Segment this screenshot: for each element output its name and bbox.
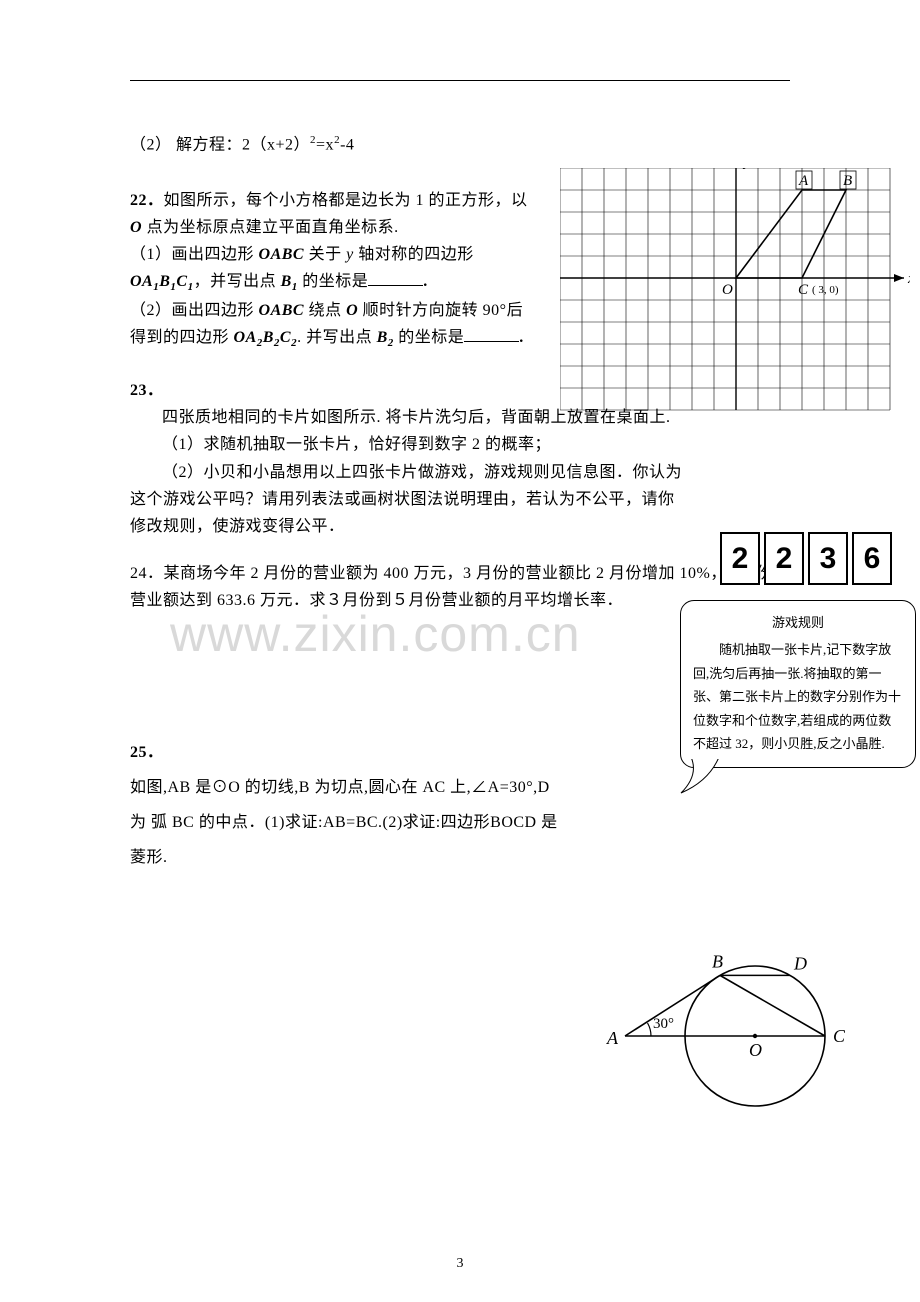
svg-text:C: C [798,282,809,298]
rules-callout: 游戏规则 随机抽取一张卡片,记下数字放回,洗匀后再抽一张.将抽取的第一张、第二张… [680,600,916,768]
grid-figure: y x O C( 3, 0) A B [560,168,910,410]
q22-p2d: . 并写出点 [297,329,377,346]
q25-body: 如图,AB 是⊙O 的切线,B 为切点,圆心在 AC 上,∠A=30°,D 为 … [130,779,558,866]
q25-block: 25． 如图,AB 是⊙O 的切线,B 为切点,圆心在 AC 上,∠A=30°,… [130,735,570,876]
blank-1 [368,269,423,286]
sym-y: y [346,246,354,263]
page-number: 3 [0,1256,920,1272]
svg-text:30°: 30° [653,1016,674,1032]
q22-p2a: （2）画出四边形 [130,302,259,319]
sym-OA1B1C1: OA1B1C1 [130,273,194,290]
blank-2 [464,325,519,342]
q22-p1b: 关于 [304,246,346,263]
q21-part2-tail: =x [316,136,334,153]
q22-l1b: 点为坐标原点建立平面直角坐标系. [142,219,399,236]
q23-p1: （1）求随机抽取一张卡片，恰好得到数字 2 的概率； [130,431,551,458]
q21-part2-text: （2） 解方程：2（x+2） [130,136,310,153]
sym-B2: B2 [377,329,394,346]
q22-p1d: ，并写出点 [194,273,281,290]
sym-O2: O [346,302,358,319]
svg-text:B: B [843,173,852,189]
card-3: 3 [808,532,848,585]
period-1: . [423,273,428,290]
card-1: 2 [720,532,760,585]
q23-num: 23． [130,382,164,399]
svg-text:A: A [798,173,809,189]
sym-OABC1: OABC [259,246,305,263]
svg-text:y: y [742,168,751,170]
sym-OABC2: OABC [259,302,305,319]
q22-num: 22． [130,192,164,209]
period-2: . [519,329,524,346]
q22-p2e: 的坐标是 [394,329,465,346]
q22-block: 22．如图所示，每个小方格都是边长为 1 的正方形，以 O 点为坐标原点建立平面… [130,187,530,354]
sym-B1: B1 [281,273,298,290]
svg-text:B: B [712,951,723,971]
circle-figure: A B C D O 30° [605,950,845,1115]
q22-p1e: 的坐标是 [298,273,369,290]
q22-l1a: 如图所示，每个小方格都是边长为 1 的正方形，以 [164,192,528,209]
svg-text:O: O [749,1040,762,1060]
grid-svg: y x O C( 3, 0) A B [560,168,910,418]
sym-OA2B2C2: OA2B2C2 [234,329,298,346]
rules-box: 游戏规则 随机抽取一张卡片,记下数字放回,洗匀后再抽一张.将抽取的第一张、第二张… [680,600,916,768]
svg-text:D: D [793,953,807,973]
q22-p2b: 绕点 [304,302,346,319]
circle-svg: A B C D O 30° [605,950,845,1110]
q22-p1a: （1）画出四边形 [130,246,259,263]
sym-O1: O [130,219,142,236]
q21-part2-tail2: -4 [340,136,354,153]
speech-tail-icon [679,755,729,795]
svg-text:x: x [907,271,910,287]
q25-num: 25． [130,744,164,761]
svg-text:A: A [606,1028,619,1048]
svg-text:( 3, 0): ( 3, 0) [812,284,839,296]
svg-text:O: O [722,282,733,298]
rules-body: 随机抽取一张卡片,记下数字放回,洗匀后再抽一张.将抽取的第一张、第二张卡片上的数… [693,638,903,755]
top-rule [130,80,790,81]
svg-text:C: C [833,1026,845,1046]
q21-part2: （2） 解方程：2（x+2）2=x2-4 [130,131,790,159]
card-2: 2 [764,532,804,585]
rules-title: 游戏规则 [693,611,903,634]
cards-row: 2 2 3 6 [720,532,892,585]
q23-p2: （2）小贝和小晶想用以上四张卡片做游戏，游戏规则见信息图．你认为这个游戏公平吗？… [130,459,690,541]
card-4: 6 [852,532,892,585]
q22-p1c: 轴对称的四边形 [354,246,474,263]
